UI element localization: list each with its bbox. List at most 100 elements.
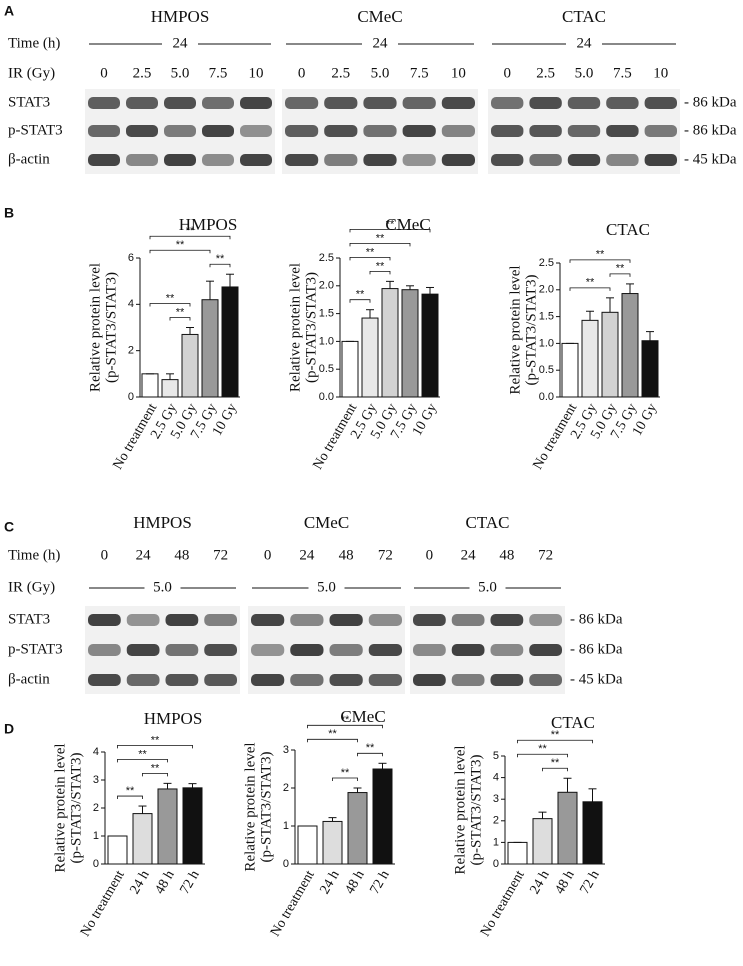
bar bbox=[557, 791, 578, 865]
significance-bracket bbox=[169, 317, 191, 321]
blot-band bbox=[606, 125, 639, 137]
x-tick-label: 48 h bbox=[153, 868, 178, 897]
blot-band bbox=[126, 674, 160, 686]
y-tick-label: 1.5 bbox=[319, 308, 334, 320]
significance-bracket bbox=[307, 738, 358, 743]
significance-bracket bbox=[307, 724, 383, 729]
y-tick-label: 2.5 bbox=[539, 257, 554, 269]
significance-label: ** bbox=[551, 729, 560, 741]
chart-title: HMPOS bbox=[144, 709, 203, 728]
bar bbox=[381, 288, 399, 398]
band-label: p-STAT3 bbox=[8, 122, 63, 138]
panel-letter: D bbox=[4, 721, 14, 737]
blot-band bbox=[88, 97, 120, 109]
band-label: β-actin bbox=[8, 151, 50, 167]
significance-label: ** bbox=[616, 263, 625, 275]
blot-band bbox=[126, 154, 158, 166]
span-value: 5.0 bbox=[478, 579, 497, 595]
y-axis-label: (p-STAT3/STAT3) bbox=[303, 272, 319, 383]
significance-bracket bbox=[349, 299, 371, 303]
bar bbox=[507, 841, 528, 865]
significance-bracket bbox=[149, 303, 191, 307]
group-title: CTAC bbox=[466, 513, 510, 532]
blot-band bbox=[644, 154, 677, 166]
row-label: IR (Gy) bbox=[8, 579, 55, 595]
bar bbox=[132, 813, 153, 865]
blot-band bbox=[529, 644, 562, 656]
blot-band bbox=[567, 125, 601, 137]
blot-band bbox=[251, 644, 285, 656]
significance-bracket bbox=[609, 273, 631, 277]
y-tick-label: 1.0 bbox=[319, 335, 334, 347]
blot-band bbox=[204, 614, 237, 626]
lane-value: 72 bbox=[213, 547, 228, 563]
blot-band bbox=[240, 125, 272, 137]
x-tick-label: 48 h bbox=[343, 868, 368, 897]
blot-band bbox=[251, 614, 285, 626]
blot-band bbox=[329, 614, 363, 626]
lane-value: 48 bbox=[499, 547, 514, 563]
lane-value: 2.5 bbox=[133, 65, 152, 81]
significance-bracket bbox=[209, 263, 231, 268]
x-tick-label: 72 h bbox=[368, 868, 393, 897]
x-tick-label: 24 h bbox=[528, 868, 553, 897]
significance-label: ** bbox=[216, 253, 225, 265]
significance-bracket bbox=[149, 235, 231, 240]
lane-value: 72 bbox=[378, 547, 393, 563]
blot-band bbox=[529, 125, 562, 137]
lane-value: 48 bbox=[174, 547, 189, 563]
lane-value: 7.5 bbox=[410, 65, 429, 81]
significance-bracket bbox=[117, 795, 143, 800]
size-label: - 45 kDa bbox=[684, 151, 737, 167]
blot-band bbox=[324, 125, 358, 137]
y-tick-label: 1.0 bbox=[539, 337, 554, 349]
lane-value: 5.0 bbox=[171, 65, 190, 81]
blot-band bbox=[329, 674, 363, 686]
significance-bracket bbox=[349, 242, 411, 247]
y-axis-label: Relative protein level bbox=[452, 745, 468, 874]
blot-band bbox=[606, 97, 639, 109]
blot-band bbox=[413, 674, 446, 686]
y-tick-label: 5 bbox=[493, 750, 499, 762]
bar bbox=[161, 379, 179, 398]
blot-band bbox=[126, 614, 160, 626]
blot-band bbox=[88, 154, 120, 166]
blot-band bbox=[240, 97, 272, 109]
blot-band bbox=[329, 644, 363, 656]
y-tick-label: 4 bbox=[128, 298, 134, 310]
row-label: Time (h) bbox=[8, 547, 60, 563]
significance-bracket bbox=[357, 752, 383, 757]
bar bbox=[582, 801, 603, 865]
bar bbox=[322, 820, 343, 865]
blot-band bbox=[324, 154, 358, 166]
size-label: - 86 kDa bbox=[684, 122, 737, 138]
group-title: CTAC bbox=[562, 7, 606, 26]
significance-label: ** bbox=[386, 218, 395, 230]
y-axis-label: Relative protein level bbox=[87, 263, 103, 392]
blot-band bbox=[606, 154, 639, 166]
bar bbox=[182, 787, 203, 865]
chart-title: HMPOS bbox=[179, 215, 238, 234]
significance-bracket bbox=[517, 753, 568, 758]
size-label: - 86 kDa bbox=[570, 641, 623, 657]
lane-value: 0 bbox=[426, 547, 434, 563]
y-tick-label: 0 bbox=[128, 391, 134, 403]
y-axis-label: (p-STAT3/STAT3) bbox=[68, 753, 84, 864]
significance-label: ** bbox=[176, 306, 185, 318]
bar bbox=[141, 373, 159, 398]
significance-bracket bbox=[117, 758, 168, 763]
y-axis-label: Relative protein level bbox=[287, 263, 303, 392]
blot-band bbox=[204, 674, 237, 686]
blot-band bbox=[529, 674, 562, 686]
significance-bracket bbox=[349, 256, 391, 261]
bar bbox=[581, 319, 599, 398]
significance-bracket bbox=[569, 259, 631, 263]
y-tick-label: 3 bbox=[93, 774, 99, 786]
blot-band bbox=[402, 97, 436, 109]
y-tick-label: 2 bbox=[283, 782, 289, 794]
lane-value: 10 bbox=[451, 65, 466, 81]
lane-value: 7.5 bbox=[613, 65, 632, 81]
significance-label: ** bbox=[341, 714, 350, 726]
chart-title: CTAC bbox=[606, 220, 650, 239]
significance-bracket bbox=[149, 249, 211, 254]
